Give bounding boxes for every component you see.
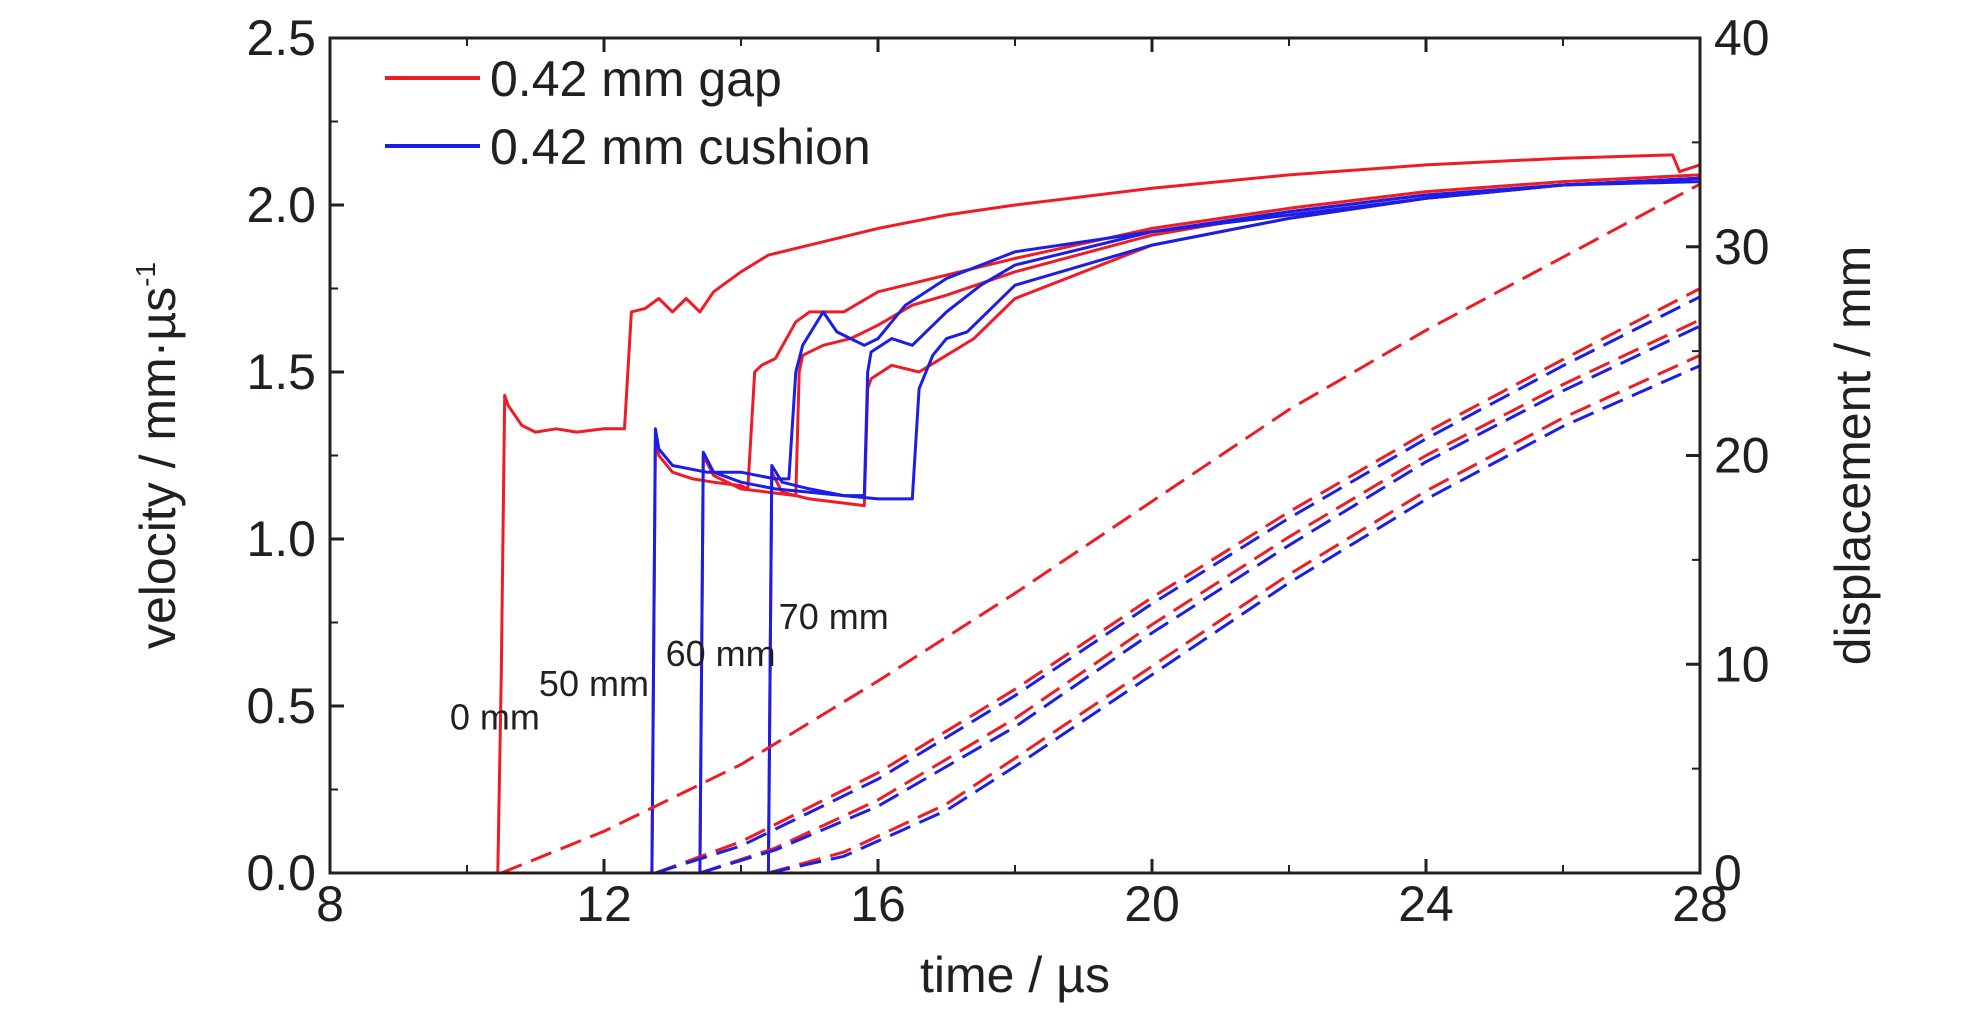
x-tick-label: 24 [1398,876,1454,932]
displacement-line-gap-12 [767,353,1700,873]
legend-label-gap: 0.42 mm gap [490,51,782,107]
velocity-line-cushion-4 [330,176,1700,873]
y-tick-label: 0.5 [246,678,316,734]
y-tick-label: 2.0 [246,177,316,233]
y-tick-label: 1.5 [246,344,316,400]
velocity-line-cushion-6 [330,180,1700,873]
displacement-line-cushion-11 [699,324,1700,873]
x-tick-label: 16 [850,876,906,932]
y-axis-title: velocity / mm·µs-1 [130,262,186,649]
x-tick-label: 20 [1124,876,1180,932]
y2-tick-label: 30 [1714,219,1770,275]
y-tick-label: 2.5 [246,10,316,66]
x-axis-title: time / µs [920,947,1110,1003]
displacement-line-gap-7 [500,182,1700,873]
velocity-line-gap-3 [330,176,1700,873]
x-tick-label: 8 [316,876,344,932]
y2-tick-label: 40 [1714,10,1770,66]
series-layer [330,153,1700,873]
annotation-0mm: 0 mm [450,696,540,737]
y2-tick-label: 10 [1714,636,1770,692]
y2-tick-label: 0 [1714,845,1742,901]
x-tick-label: 12 [576,876,632,932]
x-tick-label: 28 [1672,876,1728,932]
velocity-line-gap-1 [330,173,1700,873]
axis-ticks: 8 12 16 20 24 28 0.0 0.5 1.0 1.5 2.0 2.5 0 10 20 30 40 [246,10,1769,932]
displacement-line-cushion-9 [654,295,1700,873]
velocity-line-cushion-5 [330,176,1700,873]
displacement-line-gap-10 [699,318,1700,873]
annotation-70mm: 70 mm [779,596,889,637]
displacement-line-gap-8 [654,287,1700,873]
velocity-line-gap-2 [330,176,1700,873]
y2-tick-label: 20 [1714,428,1770,484]
annotation-50mm: 50 mm [539,663,649,704]
legend-label-cushion: 0.42 mm cushion [490,119,871,175]
y-axis-title-text: velocity / mm·µs [130,287,186,649]
y-tick-label: 1.0 [246,511,316,567]
velocity-line-gap-0 [330,153,1700,873]
y-axis-title-exponent: -1 [130,262,161,287]
annotation-60mm: 60 mm [666,633,776,674]
y2-axis-title: displacement / mm [1825,246,1881,666]
y-tick-label: 0.0 [246,845,316,901]
legend: 0.42 mm gap 0.42 mm cushion [385,51,871,175]
displacement-line-cushion-13 [768,364,1700,873]
annotations: 0 mm 50 mm 60 mm 70 mm [450,596,889,737]
